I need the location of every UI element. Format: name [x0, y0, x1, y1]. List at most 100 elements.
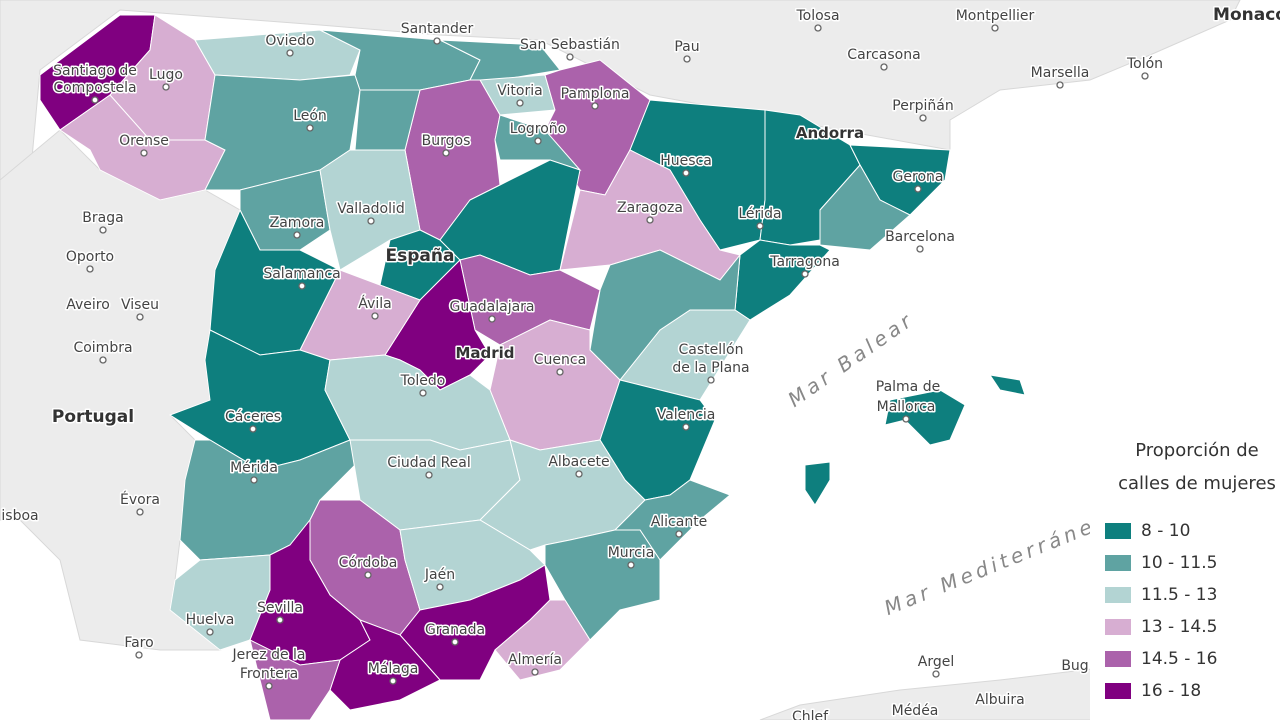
city-dot — [250, 476, 258, 484]
city-dot — [683, 55, 691, 63]
place-label: Jaén — [424, 567, 455, 583]
provinces — [39, 14, 1026, 720]
city-dot — [707, 376, 715, 384]
place-label: Córdoba — [339, 555, 398, 571]
place-label: Murcia — [608, 545, 655, 561]
city-dot — [276, 616, 284, 624]
legend-label: 14.5 - 16 — [1141, 649, 1217, 669]
legend-swatch — [1105, 683, 1131, 699]
place-label: Granada — [425, 622, 485, 638]
place-label: Jerez de la — [231, 647, 305, 663]
city-dot — [575, 470, 583, 478]
place-label: Logroño — [510, 121, 566, 137]
city-dot — [86, 265, 94, 273]
city-dot — [162, 83, 170, 91]
place-label: Carcasona — [847, 47, 920, 63]
city-dot — [534, 137, 542, 145]
place-label: Barcelona — [885, 229, 955, 245]
place-label: Perpiñán — [892, 98, 953, 114]
city-dot — [451, 638, 459, 646]
place-label: Oporto — [66, 249, 114, 265]
city-dot — [991, 24, 999, 32]
place-label: Andorra — [796, 124, 864, 142]
place-label: Coimbra — [73, 340, 132, 356]
place-label: Castellón — [679, 342, 744, 358]
city-dot — [914, 185, 922, 193]
city-dot — [206, 628, 214, 636]
city-dot — [682, 423, 690, 431]
place-label: Albacete — [548, 454, 609, 470]
place-label: Palma de — [876, 379, 940, 395]
province — [459, 254, 601, 346]
province — [884, 389, 966, 446]
legend: Proporción de calles de mujeres 8 - 10 10 -… — [1105, 440, 1276, 701]
place-label: Médéa — [892, 703, 939, 719]
city-dot — [265, 682, 273, 690]
place-label: de la Plana — [672, 360, 749, 376]
city-dot — [99, 226, 107, 234]
place-label: Santander — [401, 21, 474, 37]
legend-label: 16 - 18 — [1141, 681, 1201, 701]
place-label: Valencia — [657, 407, 716, 423]
legend-title: calles de mujeres — [1118, 473, 1276, 494]
place-label: Compostela — [53, 80, 136, 96]
city-dot — [286, 49, 294, 57]
place-label: Portugal — [52, 407, 134, 427]
city-dot — [531, 668, 539, 676]
city-dot — [1141, 72, 1149, 80]
city-dot — [136, 508, 144, 516]
legend-panel — [1090, 425, 1280, 720]
city-dot — [367, 217, 375, 225]
city-dot — [516, 99, 524, 107]
legend-swatch — [1105, 523, 1131, 539]
place-label: Almería — [508, 652, 562, 668]
legend-label: 10 - 11.5 — [1141, 553, 1217, 573]
legend-title: Proporción de — [1135, 440, 1259, 461]
place-label: Toledo — [400, 373, 446, 389]
city-dot — [682, 169, 690, 177]
place-label: Guadalajara — [449, 299, 534, 315]
city-dot — [99, 356, 107, 364]
city-dot — [488, 315, 496, 323]
place-label: Ciudad Real — [387, 455, 471, 471]
city-dot — [556, 368, 564, 376]
place-label: Ávila — [358, 295, 391, 312]
place-label: Montpellier — [956, 8, 1035, 24]
province — [249, 639, 341, 720]
city-dot — [306, 124, 314, 132]
city-dot — [298, 282, 306, 290]
city-dot — [433, 37, 441, 45]
place-label: isboa — [1, 508, 38, 524]
place-label: Aveiro — [66, 297, 110, 313]
place-label: Zamora — [270, 215, 325, 231]
city-dot — [591, 102, 599, 110]
city-dot — [371, 312, 379, 320]
province — [589, 249, 741, 381]
city-dot — [675, 530, 683, 538]
city-dot — [249, 425, 257, 433]
place-label: Málaga — [368, 661, 419, 677]
legend-swatch — [1105, 651, 1131, 667]
place-label: Cáceres — [225, 409, 281, 425]
place-label: Sevilla — [257, 600, 303, 616]
city-dot — [140, 149, 148, 157]
city-dot — [932, 670, 940, 678]
place-label: Frontera — [240, 666, 298, 682]
place-label: Tolosa — [795, 8, 839, 24]
place-label: Huesca — [660, 153, 712, 169]
province — [804, 461, 831, 506]
place-label: Pamplona — [561, 86, 630, 102]
city-dot — [436, 583, 444, 591]
place-label: Alicante — [651, 514, 708, 530]
city-dot — [135, 651, 143, 659]
place-label: Mallorca — [877, 399, 936, 415]
city-dot — [627, 561, 635, 569]
place-label: Faro — [124, 635, 153, 651]
city-dot — [389, 677, 397, 685]
place-label: Lérida — [738, 206, 781, 222]
place-label: Gerona — [893, 169, 944, 185]
legend-label: 8 - 10 — [1141, 521, 1190, 541]
place-label: Salamanca — [263, 266, 340, 282]
legend-swatch — [1105, 587, 1131, 603]
province — [494, 599, 591, 681]
